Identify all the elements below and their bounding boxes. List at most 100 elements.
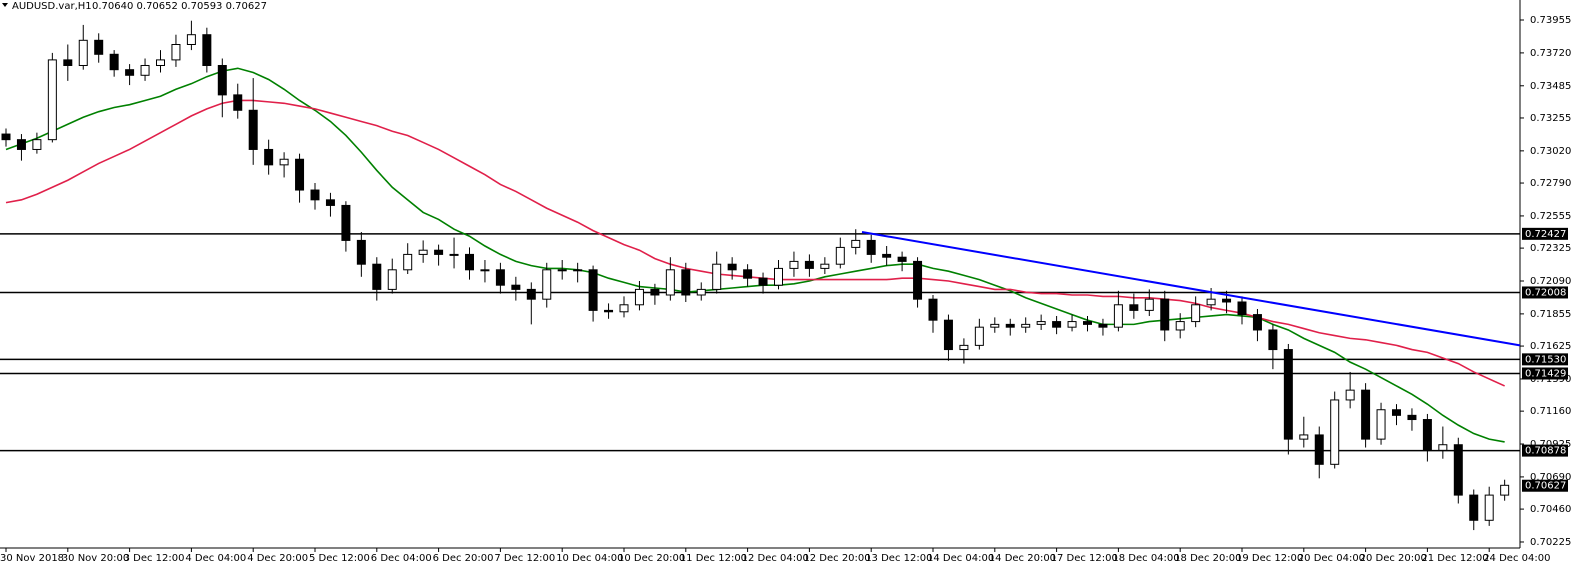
- y-tick-label: 0.71160: [1530, 406, 1571, 417]
- menu-arrow[interactable]: [2, 3, 8, 7]
- candle-body: [449, 253, 459, 256]
- moving-average: [5, 67, 1505, 443]
- y-tick-label: 0.70225: [1530, 537, 1571, 548]
- candle-body: [1407, 414, 1417, 421]
- candle-body: [1036, 321, 1046, 325]
- y-tick-label: 0.72325: [1530, 243, 1571, 254]
- candle-body: [1361, 389, 1371, 440]
- candle-body: [341, 204, 351, 241]
- level-label: 0.71429: [1525, 368, 1566, 379]
- level-label-bg: [1522, 367, 1568, 380]
- candle-body: [1222, 298, 1232, 303]
- candle-body: [1484, 494, 1494, 521]
- candle-body: [758, 277, 768, 286]
- candle-body: [1469, 494, 1479, 521]
- candle-body: [526, 288, 536, 300]
- candle-body: [866, 239, 876, 255]
- candle-body: [1252, 314, 1262, 331]
- candle-body: [1052, 321, 1062, 328]
- candle-body: [279, 158, 289, 166]
- candle-body: [1237, 301, 1247, 316]
- y-tick-label: 0.72555: [1530, 211, 1571, 222]
- x-tick-label: 20 Dec 20:00: [1360, 553, 1427, 564]
- candle-body: [1345, 389, 1355, 401]
- candle-body: [418, 249, 428, 255]
- trend-line: [861, 231, 1521, 347]
- candle-body: [974, 326, 984, 346]
- candle-body: [727, 263, 737, 271]
- candle-body: [789, 260, 799, 269]
- candle-body: [1500, 484, 1510, 496]
- x-tick-label: 13 Dec 12:00: [865, 553, 932, 564]
- candle-body: [140, 64, 150, 76]
- candle-body: [743, 269, 753, 279]
- x-tick-label: 21 Dec 12:00: [1421, 553, 1488, 564]
- moving-average: [5, 99, 1505, 387]
- candle-body: [804, 260, 814, 269]
- candle-body: [634, 288, 644, 306]
- x-tick-label: 10 Dec 04:00: [556, 553, 623, 564]
- candle-body: [47, 59, 57, 141]
- candle-body: [1067, 321, 1077, 328]
- candle-body: [573, 269, 583, 272]
- x-tick-label: 30 Nov 20:00: [62, 553, 129, 564]
- candle-body: [465, 253, 474, 271]
- candle-body: [851, 239, 861, 248]
- x-tick-label: 7 Dec 12:00: [494, 553, 555, 564]
- candle-body: [820, 263, 830, 269]
- candle-body: [1160, 298, 1170, 331]
- candle-body: [434, 249, 444, 255]
- x-tick-label: 18 Dec 04:00: [1112, 553, 1179, 564]
- y-tick-label: 0.73955: [1530, 15, 1571, 26]
- candle-body: [913, 260, 923, 300]
- last-price-bg: [1522, 479, 1568, 492]
- x-tick-label: 6 Dec 20:00: [433, 553, 494, 564]
- x-tick-label: 4 Dec 04:00: [185, 553, 246, 564]
- x-tick-label: 10 Dec 20:00: [618, 553, 685, 564]
- x-tick-label: 11 Dec 12:00: [680, 553, 747, 564]
- level-label-bg: [1522, 286, 1568, 299]
- candle-body: [619, 304, 629, 313]
- candle-body: [1283, 349, 1293, 440]
- candle-body: [557, 269, 567, 272]
- candle-body: [1191, 304, 1201, 323]
- y-tick-label: 0.73020: [1530, 146, 1571, 157]
- candle-body: [959, 344, 969, 351]
- y-tick-label: 0.70690: [1530, 472, 1571, 483]
- candle-body: [94, 39, 104, 55]
- candle-body: [604, 309, 614, 313]
- candle-body: [1083, 321, 1092, 325]
- y-tick-label: 0.73485: [1530, 81, 1571, 92]
- y-tick-label: 0.70925: [1530, 439, 1571, 450]
- x-tick-label: 12 Dec 04:00: [742, 553, 809, 564]
- candle-body: [16, 139, 26, 150]
- level-label: 0.72427: [1525, 229, 1566, 240]
- candle-body: [928, 298, 938, 321]
- candle-body: [1268, 329, 1278, 351]
- y-tick-label: 0.72790: [1530, 178, 1571, 189]
- y-tick-label: 0.71855: [1530, 309, 1571, 320]
- candle-body: [480, 269, 490, 272]
- candle-body: [1299, 434, 1309, 440]
- x-tick-label: 14 Dec 04:00: [927, 553, 994, 564]
- candle-body: [1021, 323, 1031, 328]
- candle-body: [403, 253, 413, 271]
- x-tick-label: 30 Nov 2018: [0, 553, 64, 564]
- candle-body: [78, 39, 88, 66]
- last-price-label: 0.70627: [1525, 481, 1566, 492]
- level-label: 0.70878: [1525, 446, 1566, 457]
- level-label-bg: [1522, 227, 1568, 240]
- candle-body: [588, 269, 598, 311]
- level-label-bg: [1522, 444, 1568, 457]
- candle-body: [1206, 298, 1216, 306]
- candle-body: [1129, 304, 1139, 311]
- candle-body: [125, 69, 135, 76]
- candle-body: [1175, 321, 1185, 331]
- candle-body: [650, 288, 660, 296]
- candle-body: [1453, 444, 1463, 496]
- x-tick-label: 4 Dec 20:00: [247, 553, 308, 564]
- x-tick-label: 18 Dec 20:00: [1174, 553, 1241, 564]
- candle-body: [1376, 409, 1386, 440]
- candle-body: [1144, 298, 1154, 311]
